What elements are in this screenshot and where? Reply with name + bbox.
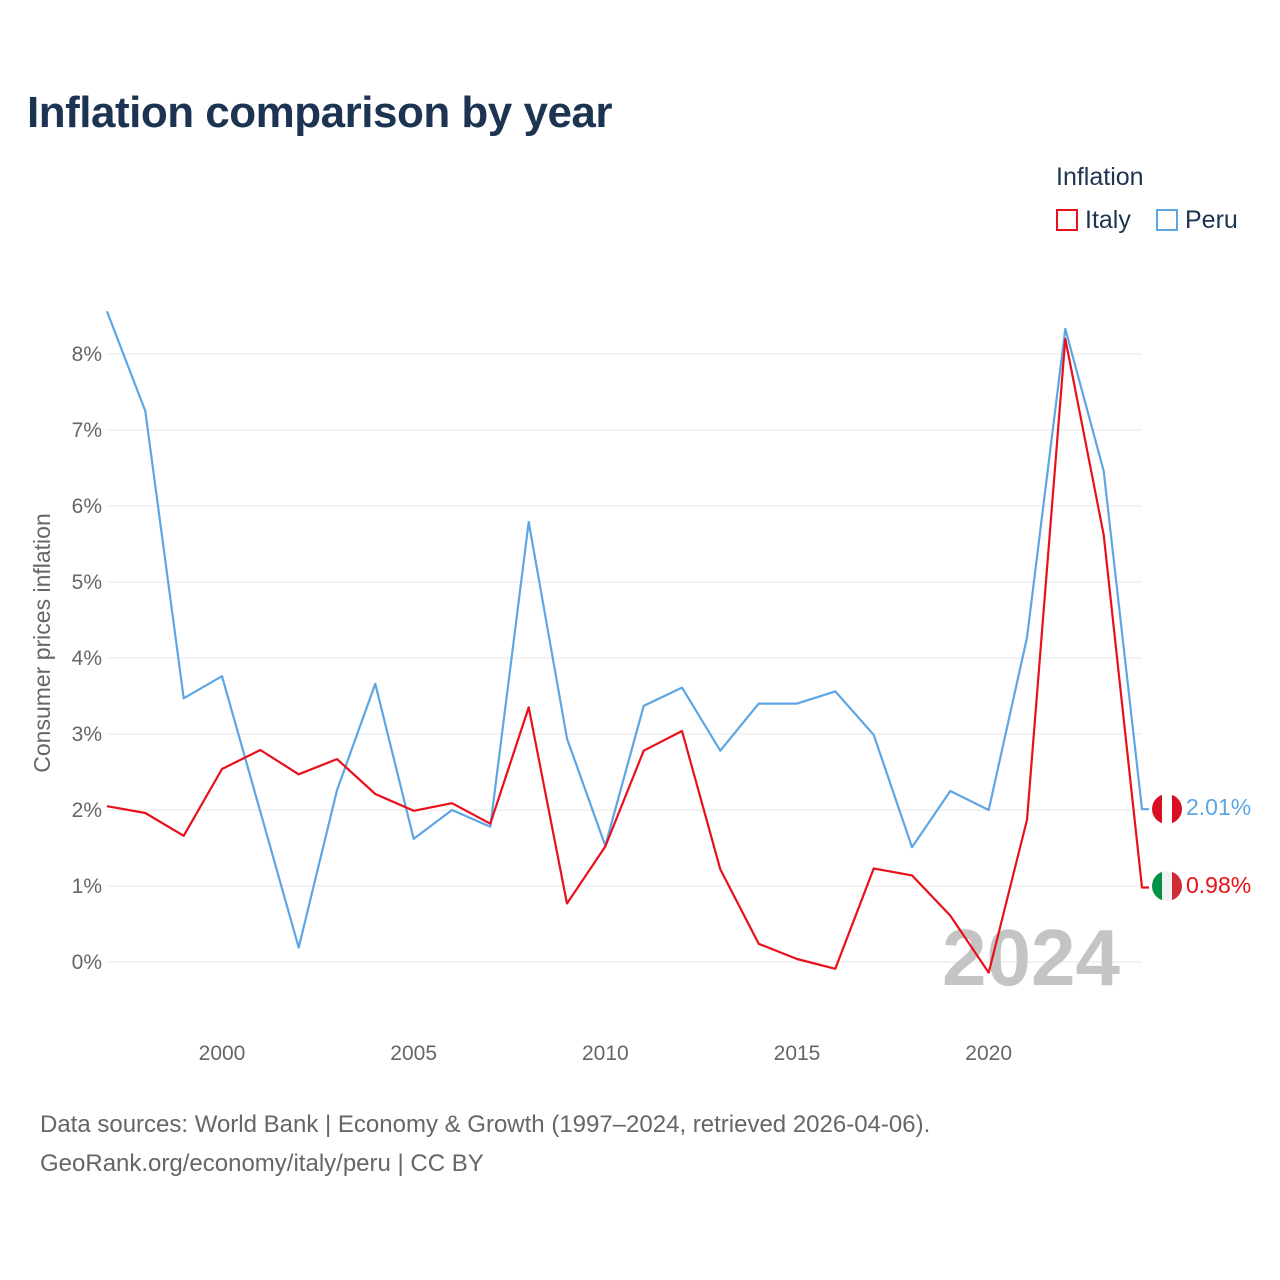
legend-swatch-italy: [1056, 209, 1078, 231]
y-tick-label: 6%: [72, 495, 102, 518]
y-tick-label: 2%: [72, 799, 102, 822]
y-tick-label: 1%: [72, 875, 102, 898]
legend-label-peru: Peru: [1185, 205, 1238, 234]
year-watermark: 2024: [942, 913, 1120, 1002]
y-axis: 0% 1% 2% 3% 4% 5% 6% 7% 8%: [72, 343, 102, 974]
legend-title: Inflation: [1056, 163, 1144, 191]
gridlines: [107, 353, 1142, 963]
legend-item-italy[interactable]: Italy: [1056, 206, 1131, 234]
y-tick-label: 3%: [72, 723, 102, 746]
source-line-1: Data sources: World Bank | Economy & Gro…: [40, 1111, 931, 1138]
y-tick-label: 4%: [72, 647, 102, 670]
x-tick-label: 2020: [965, 1042, 1012, 1065]
x-tick-label: 2000: [199, 1042, 246, 1065]
x-tick-label: 2010: [582, 1042, 629, 1065]
peru-flag-icon: [1152, 794, 1182, 824]
legend-swatch-peru: [1156, 209, 1178, 231]
source-note: Data sources: World Bank | Economy & Gro…: [40, 1105, 930, 1183]
series-line-italy[interactable]: [106, 337, 1149, 974]
legend-label-italy: Italy: [1085, 205, 1131, 234]
x-tick-label: 2005: [390, 1042, 437, 1065]
y-tick-label: 8%: [72, 343, 102, 366]
italy-flag-icon: [1152, 871, 1182, 901]
end-label-peru: 2.01%: [1186, 794, 1251, 820]
y-tick-label: 5%: [72, 571, 102, 594]
source-line-2[interactable]: GeoRank.org/economy/italy/peru | CC BY: [40, 1150, 484, 1177]
series-line-peru[interactable]: [105, 311, 1149, 949]
x-axis: 2000 2005 2010 2015 2020: [199, 1042, 1012, 1065]
legend-item-peru[interactable]: Peru: [1156, 206, 1238, 234]
end-label-italy: 0.98%: [1186, 872, 1251, 898]
x-tick-label: 2015: [774, 1042, 821, 1065]
line-chart: 0%1%2%3%4%5%6%7%8% 2000 2005 2010 2015 2020 …: [29, 311, 1251, 1065]
series-lines: [105, 311, 1149, 974]
y-tick-label: 0%: [72, 951, 102, 974]
chart-title: Inflation comparison by year: [27, 88, 613, 137]
y-axis-title: Consumer prices inflation: [29, 513, 55, 773]
y-tick-label: 7%: [72, 419, 102, 442]
